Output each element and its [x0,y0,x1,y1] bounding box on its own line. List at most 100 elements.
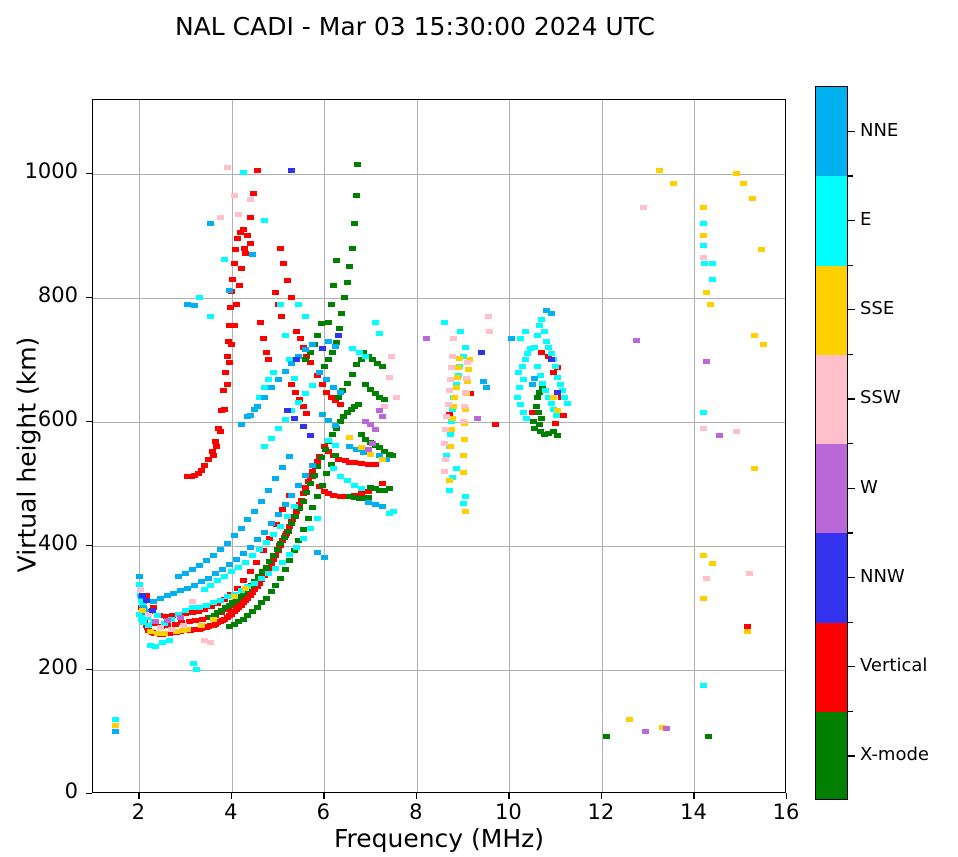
data-point-sse [450,403,458,409]
data-point-e [139,602,147,608]
data-point-w [177,614,185,620]
data-point-vertical [278,313,286,319]
data-point-x-mode [300,527,307,533]
data-point-sse [700,552,708,558]
data-point-e [147,642,155,648]
data-point-e [281,416,289,422]
data-point-x-mode [239,616,247,622]
data-point-vertical [240,578,248,584]
data-point-nne [323,377,331,383]
data-point-e [538,317,546,323]
data-point-ssw [235,211,243,217]
data-point-vertical [256,580,264,586]
data-point-x-mode [266,558,274,564]
data-point-x-mode [360,495,368,501]
data-point-e [260,385,268,391]
gridline-vertical [231,100,233,792]
data-point-e [276,523,284,529]
data-point-vertical [557,394,565,400]
data-point-sse [455,364,462,370]
data-point-sse [702,290,710,296]
data-point-vertical [217,428,225,434]
x-axis-title: Frequency (MHz) [333,824,545,853]
data-point-ssw [246,197,254,203]
scatter-points [93,100,785,792]
data-point-e [216,597,224,603]
data-point-e [337,473,345,479]
data-point-e [161,620,169,626]
data-point-vertical [296,335,304,341]
y-tick-mark [86,296,92,299]
data-point-vertical [303,410,311,416]
data-point-x-mode [376,487,384,493]
data-point-nne [216,547,224,553]
data-point-nnw [139,593,147,599]
colorbar-boundary-tick [848,710,853,713]
x-tick-label: 10 [495,800,522,824]
data-point-vertical [221,369,229,375]
data-point-vertical [259,548,267,554]
data-point-x-mode [253,605,261,611]
colorbar-tick-mark [848,755,855,757]
data-point-x-mode [353,193,361,198]
data-point-x-mode [385,451,393,457]
data-point-e [461,344,469,350]
data-point-e [519,377,527,383]
colorbar-label-nne: NNE [860,119,899,141]
data-point-e [223,594,231,600]
data-point-nne [480,379,488,385]
data-point-nne [191,583,199,589]
y-tick-label: 200 [37,654,78,679]
data-point-ssw [746,571,754,577]
data-point-vertical [287,295,295,301]
data-point-e [188,605,196,611]
plot-area [92,99,786,793]
data-point-nne [302,472,310,478]
data-point-nne [244,517,252,523]
data-point-w [642,729,650,735]
data-point-nne [188,566,196,572]
data-point-nne [191,302,199,308]
data-point-vertical [246,240,254,246]
data-point-e [449,475,457,481]
data-point-x-mode [338,310,346,316]
data-point-x-mode [332,452,340,458]
data-point-ssw [463,375,471,381]
data-point-e [537,372,545,378]
data-point-sse [751,465,759,471]
data-point-vertical [325,491,333,497]
data-point-vertical [220,406,228,412]
data-point-e [457,329,465,335]
data-point-x-mode [314,464,322,470]
data-point-x-mode [371,486,379,492]
data-point-x-mode [554,433,562,439]
y-tick-mark [86,420,92,423]
data-point-nne [251,508,259,514]
data-point-nne [219,566,227,572]
data-point-nne [320,554,328,560]
data-point-nne [135,574,143,580]
data-point-vertical [212,439,220,445]
data-point-vertical [213,444,221,450]
data-point-x-mode [295,538,303,544]
data-point-x-mode [269,553,277,559]
data-point-x-mode [355,496,363,502]
data-point-e [302,313,310,319]
colorbar-boundary-tick [848,443,853,445]
colorbar-boundary-tick [848,264,853,266]
data-point-e [193,667,201,673]
colorbar-segment-nnw [816,533,847,623]
data-point-x-mode [318,482,326,488]
data-point-vertical [233,585,241,591]
data-point-vertical [187,473,195,479]
data-point-x-mode [346,264,354,270]
data-point-vertical [242,250,250,256]
y-tick-label: 400 [37,530,78,555]
data-point-e [459,354,467,360]
colorbar-boundary-tick [848,353,853,356]
data-point-ssw [392,394,400,400]
data-point-nne [230,533,238,539]
colorbar-boundary-tick [848,532,853,534]
data-point-e [523,416,531,422]
